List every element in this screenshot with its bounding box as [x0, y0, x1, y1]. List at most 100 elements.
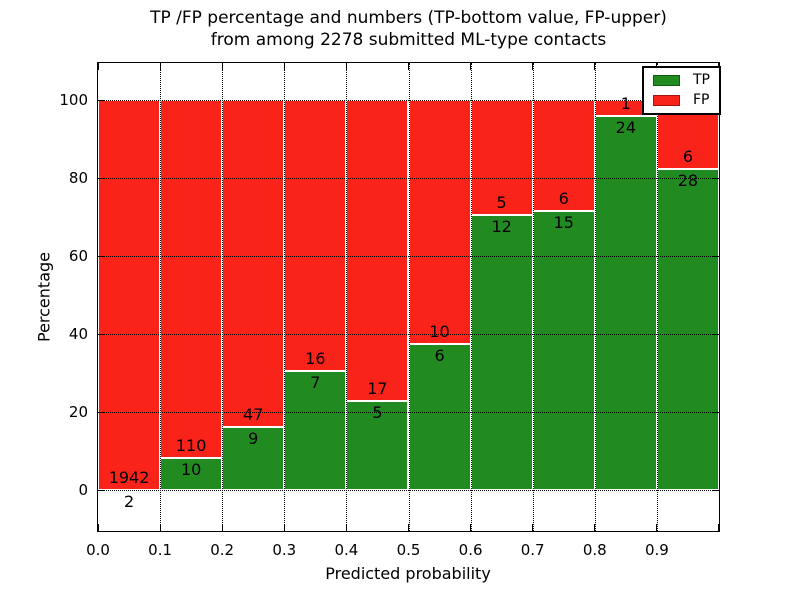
- bar-tp-count-label: 9: [248, 429, 259, 449]
- y-tick-label: 100: [59, 91, 88, 109]
- x-tick-mark: [283, 63, 285, 70]
- gridline-vertical: [346, 63, 348, 531]
- y-tick-mark: [98, 411, 105, 413]
- bar-fp-segment: [284, 100, 347, 372]
- bar-fp-segment: [222, 100, 285, 428]
- bar-fp-segment: [408, 100, 471, 344]
- x-tick-mark: [221, 524, 223, 531]
- y-tick-mark: [98, 99, 105, 101]
- bar-fp-count-label: 47: [243, 405, 264, 425]
- y-tick-mark: [712, 177, 719, 179]
- bar-tp-segment: [408, 343, 471, 490]
- gridline-vertical: [160, 63, 162, 531]
- x-tick-mark: [656, 524, 658, 531]
- x-tick-mark: [594, 63, 596, 70]
- x-tick-mark: [345, 524, 347, 531]
- x-tick-label: 0.5: [396, 541, 421, 559]
- bar-tp-count-label: 15: [553, 213, 574, 233]
- gridline-vertical: [656, 63, 658, 531]
- bar-fp-count-label: 5: [496, 192, 507, 212]
- bar-tp-count-label: 6: [434, 345, 445, 365]
- x-tick-mark: [97, 63, 99, 70]
- x-tick-mark: [470, 524, 472, 531]
- y-tick-label: 40: [68, 325, 88, 343]
- bar-tp-segment: [656, 168, 719, 490]
- x-tick-mark: [594, 524, 596, 531]
- gridline-vertical: [284, 63, 286, 531]
- chart-title-line2: from among 2278 submitted ML-type contac…: [210, 30, 607, 50]
- bar-fp-count-label: 16: [305, 349, 326, 369]
- gridline-vertical: [470, 63, 472, 531]
- y-tick-mark: [98, 489, 105, 491]
- y-tick-mark: [712, 333, 719, 335]
- bar-fp-count-label: 10: [429, 321, 450, 341]
- legend-entry-tp: TP: [653, 73, 710, 88]
- x-tick-mark: [408, 524, 409, 531]
- x-tick-label: 0.2: [210, 541, 235, 559]
- bar-tp-count-label: 28: [677, 170, 699, 190]
- bar-fp-count-label: 6: [558, 189, 569, 209]
- x-tick-mark: [221, 63, 223, 70]
- bar-tp-count-label: 10: [180, 459, 202, 479]
- bar-tp-count-label: 2: [123, 491, 135, 511]
- bar-fp-count-label: 110: [175, 435, 207, 455]
- bar-fp-count-label: 1: [620, 93, 631, 113]
- bar-fp-count-label: 6: [682, 146, 694, 166]
- legend-label-tp: TP: [693, 72, 710, 88]
- x-tick-label: 0.9: [644, 541, 669, 559]
- x-tick-label: 0.3: [272, 541, 297, 559]
- legend-entry-fp: FP: [653, 93, 710, 108]
- y-tick-mark: [98, 255, 105, 257]
- bar-tp-segment: [470, 214, 533, 490]
- y-tick-mark: [712, 489, 719, 491]
- bar-fp-count-label: 1942: [108, 467, 150, 487]
- bar-fp-count-label: 17: [367, 379, 388, 399]
- x-tick-label: 0.7: [520, 541, 545, 559]
- x-tick-mark: [532, 63, 534, 70]
- y-tick-label: 20: [68, 403, 88, 421]
- bar-fp-segment: [532, 100, 595, 212]
- chart-title: TP /FP percentage and numbers (TP-bottom…: [98, 7, 719, 51]
- gridline-vertical: [408, 63, 410, 531]
- y-tick-label: 80: [68, 169, 88, 187]
- x-tick-mark: [470, 63, 472, 70]
- x-tick-label: 0.0: [86, 541, 110, 559]
- x-tick-mark: [408, 63, 409, 70]
- bar-tp-segment: [346, 401, 409, 490]
- x-tick-label: 0.8: [582, 541, 607, 559]
- bar-tp-segment: [284, 371, 347, 490]
- x-axis-label: Predicted probability: [325, 564, 491, 583]
- chart-title-line1: TP /FP percentage and numbers (TP-bottom…: [150, 8, 667, 28]
- bar-fp-segment: [160, 100, 223, 458]
- y-tick-mark: [712, 255, 719, 257]
- x-tick-label: 0.4: [334, 541, 359, 559]
- gridline-vertical: [594, 63, 596, 531]
- x-tick-mark: [283, 524, 285, 531]
- y-tick-mark: [98, 177, 105, 179]
- x-tick-mark: [159, 63, 161, 70]
- y-tick-mark: [98, 333, 105, 335]
- bar-tp-segment: [594, 115, 657, 490]
- plot-area: TP FP 1942 2 110 10 47 9 16 7 17 5 10 6 5 12 6 15 1 24 6 28: [97, 62, 721, 532]
- x-tick-mark: [159, 524, 161, 531]
- fp-color-swatch: [653, 95, 680, 106]
- gridline-vertical: [222, 63, 224, 531]
- bar-fp-segment: [98, 100, 161, 490]
- legend: TP FP: [642, 66, 721, 115]
- y-tick-mark: [712, 411, 719, 413]
- x-tick-mark: [345, 63, 347, 70]
- x-tick-label: 0.6: [458, 541, 483, 559]
- bar-tp-segment: [532, 211, 595, 490]
- y-tick-label: 0: [78, 481, 88, 499]
- bar-tp-count-label: 7: [310, 373, 321, 393]
- bar-tp-count-label: 5: [372, 403, 383, 423]
- bar-tp-count-label: 24: [615, 117, 637, 137]
- bar-fp-segment: [346, 100, 409, 402]
- bar-tp-count-label: 12: [491, 216, 512, 236]
- y-tick-label: 60: [68, 247, 88, 265]
- x-tick-mark: [717, 524, 719, 531]
- x-tick-label: 0.1: [148, 541, 173, 559]
- x-tick-mark: [532, 524, 534, 531]
- x-tick-mark: [97, 524, 99, 531]
